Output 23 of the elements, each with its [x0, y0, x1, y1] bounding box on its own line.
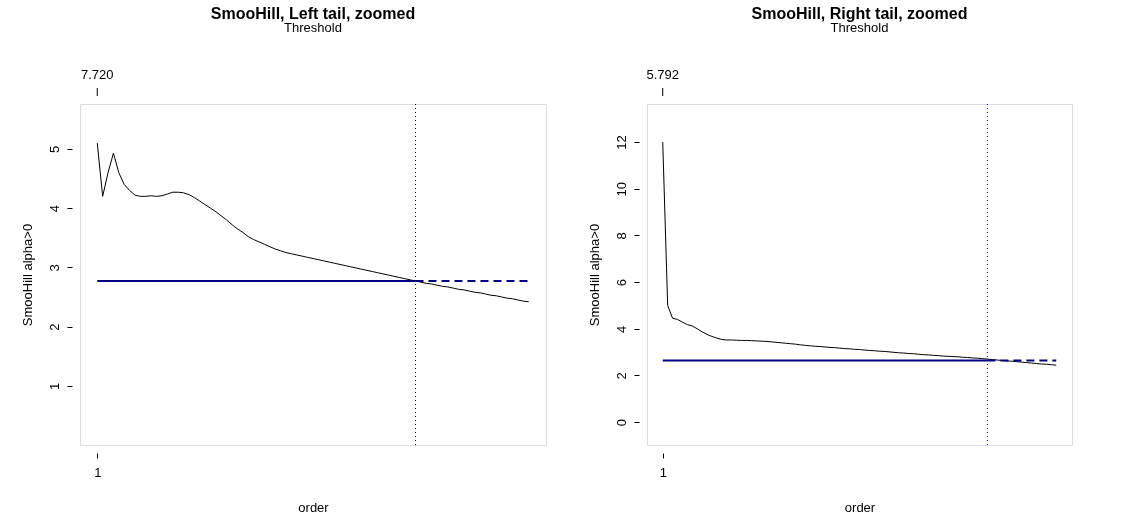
x-axis-title: order: [844, 499, 876, 514]
y-tick-label: 0: [613, 419, 629, 427]
y-tick-label: 3: [46, 264, 62, 272]
y-tick-label: 10: [613, 181, 629, 197]
y-tick-label: 4: [46, 205, 62, 213]
y-tick-label: 6: [613, 278, 629, 287]
annotation: 7.720: [80, 67, 114, 82]
line-series: [96, 142, 530, 303]
y-tick-label: 2: [46, 323, 62, 331]
y-tick-label: 5: [46, 145, 62, 154]
annotation: 5.792: [646, 67, 680, 82]
x-axis-title: order: [298, 499, 330, 514]
y-axis-title: SmooHill alpha>0: [586, 223, 602, 327]
x2-axis-title: Threshold: [284, 20, 342, 35]
y-tick-label: 8: [613, 232, 629, 240]
line-series: [662, 141, 1057, 366]
chart-title: SmooHill, Left tail, zoomed: [210, 5, 416, 22]
chart-title: SmooHill, Right tail, zoomed: [751, 5, 968, 22]
y-axis-title: SmooHill alpha>0: [19, 223, 35, 327]
y-tick-label: 12: [613, 135, 629, 150]
y-tick-label: 1: [46, 382, 62, 390]
y-tick-label: 2: [613, 372, 629, 380]
y-tick-label: 4: [613, 325, 629, 333]
